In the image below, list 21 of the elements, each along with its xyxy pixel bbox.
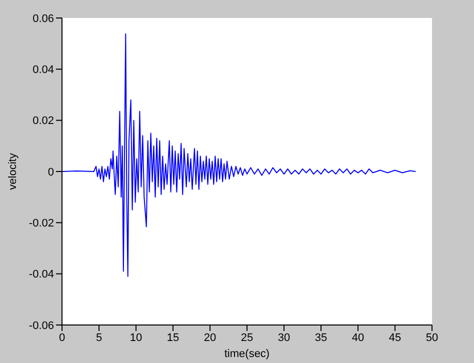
x-tick-label: 50 <box>426 332 438 344</box>
y-tick-label: -0.06 <box>28 320 54 332</box>
x-tick-label: 45 <box>388 332 402 344</box>
x-tick-label: 10 <box>130 332 142 344</box>
y-tick-label: -0.02 <box>28 218 54 230</box>
x-tick-label: 30 <box>278 332 290 344</box>
y-tick-label: 0.02 <box>32 115 54 128</box>
x-tick-label: 5 <box>96 332 102 344</box>
x-axis-title: time(sec) <box>224 348 270 360</box>
x-tick-label: 20 <box>204 332 216 344</box>
line-series <box>62 33 416 277</box>
x-tick-label: 40 <box>352 332 364 344</box>
y-tick-label: 0 <box>48 166 54 178</box>
y-tick-label: 0.06 <box>32 12 54 25</box>
x-tick-label: 15 <box>166 332 180 344</box>
y-tick-label: -0.04 <box>28 268 54 281</box>
x-tick-label: 25 <box>240 332 254 344</box>
x-tick-label: 0 <box>58 332 66 344</box>
y-axis-title: velocity <box>6 152 19 190</box>
y-tick-label: 0.04 <box>32 64 54 76</box>
x-tick-label: 35 <box>314 332 328 344</box>
